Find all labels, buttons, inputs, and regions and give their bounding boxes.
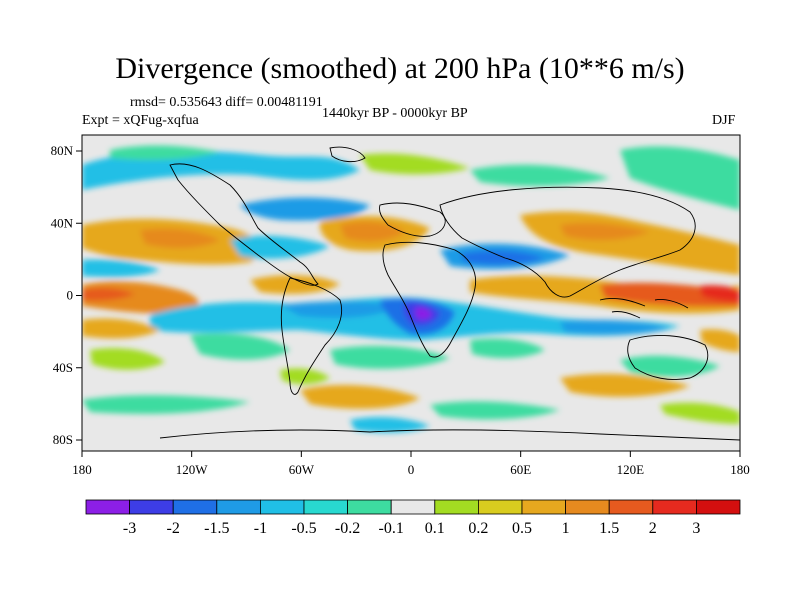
contour-blob xyxy=(360,153,470,175)
season-label: DJF xyxy=(712,113,736,128)
contour-blob xyxy=(82,151,360,190)
lat-tick-label: 40S xyxy=(53,360,73,375)
time-period-label: 1440kyr BP - 0000kyr BP xyxy=(322,106,468,121)
contour-blob xyxy=(470,338,545,359)
antarctica-coast xyxy=(159,429,740,441)
contour-blob xyxy=(240,197,370,221)
colorbar-label: -3 xyxy=(123,520,136,537)
colorbar-label: -1.5 xyxy=(204,520,229,537)
africa-coast xyxy=(382,241,477,358)
colorbar-label: 1.5 xyxy=(599,520,619,537)
contour-blob xyxy=(330,345,450,369)
contour-blob xyxy=(560,222,650,241)
lon-tick-label: 180 xyxy=(730,462,750,477)
colorbar-box xyxy=(696,499,741,515)
lon-tick-label: 120W xyxy=(176,462,209,477)
lon-tick-label: 60W xyxy=(289,462,315,477)
contour-blob xyxy=(560,373,690,397)
australia-coast xyxy=(627,335,709,380)
colorbar-box xyxy=(652,499,697,515)
contour-blob xyxy=(190,333,290,360)
colorbar-box xyxy=(129,499,174,515)
colorbar-labels: -3 -2 -1.5 -1 -0.5 -0.2 -0.1 0.1 0.2 0.5 1 1.5 2 3 xyxy=(123,520,700,537)
colorbar-box xyxy=(477,499,523,515)
colorbar-box xyxy=(390,499,436,515)
colorbar-box xyxy=(172,499,218,515)
europe-coast xyxy=(379,202,446,237)
lon-tick-label: 180 xyxy=(72,462,92,477)
contour-blob xyxy=(82,318,160,339)
colorbar-box xyxy=(347,499,392,515)
colorbar-label: 0.2 xyxy=(468,520,488,537)
lon-tick-label: 0 xyxy=(408,462,415,477)
lat-tick-label: 80N xyxy=(51,143,74,158)
lat-tick-label: 0 xyxy=(67,288,74,303)
lat-tick-label: 40N xyxy=(51,215,74,230)
contour-blob xyxy=(280,368,330,385)
contour-blob xyxy=(700,329,740,352)
contour-blob xyxy=(620,146,740,210)
contour-blob xyxy=(700,285,740,302)
colorbar-box xyxy=(303,499,348,515)
contour-blob xyxy=(350,417,430,433)
colorbar-label: -0.1 xyxy=(379,520,404,537)
greenland-coast xyxy=(329,146,366,163)
colorbar-label: -1 xyxy=(254,520,267,537)
colorbar-label: -0.2 xyxy=(335,520,360,537)
colorbar-box xyxy=(565,499,610,515)
lon-tick-label: 60E xyxy=(510,462,531,477)
maritime-islands-coast xyxy=(599,297,689,319)
colorbar-box xyxy=(259,499,305,515)
colorbar-box xyxy=(521,499,566,515)
contour-blob xyxy=(660,402,740,424)
longitude-axis: 180 120W 60W 0 60E 120E 180 xyxy=(72,451,750,477)
colorbar-label: 1 xyxy=(562,520,570,537)
map-title: Divergence (smoothed) at 200 hPa (10**6 … xyxy=(115,52,685,85)
contour-blob xyxy=(250,275,340,294)
contour-blob xyxy=(470,164,610,187)
colorbar xyxy=(85,499,741,515)
coastlines xyxy=(159,146,740,441)
contour-blob xyxy=(415,307,432,320)
colorbar-box xyxy=(608,499,654,515)
lon-tick-label: 120E xyxy=(617,462,645,477)
contour-blob xyxy=(280,301,400,318)
asia-coast xyxy=(439,186,696,298)
colorbar-label: -2 xyxy=(167,520,180,537)
lat-tick-label: 80S xyxy=(53,432,73,447)
south-america-coast xyxy=(280,277,343,395)
experiment-label: Expt = xQFug-xqfua xyxy=(82,113,199,128)
contour-blob xyxy=(430,401,560,420)
contour-blob xyxy=(90,348,165,370)
colorbar-label: -0.5 xyxy=(291,520,316,537)
colorbar-box xyxy=(216,499,261,515)
contour-blob xyxy=(560,320,670,335)
contour-blob xyxy=(140,228,220,249)
colorbar-box xyxy=(434,499,479,515)
colorbar-label: 0.1 xyxy=(425,520,445,537)
colorbar-box xyxy=(85,499,130,515)
contour-blob xyxy=(82,395,250,414)
contour-blob xyxy=(460,250,545,265)
colorbar-label: 3 xyxy=(692,520,700,537)
contour-blob xyxy=(110,145,220,160)
colorbar-label: 0.5 xyxy=(512,520,532,537)
north-america-coast xyxy=(169,163,319,286)
contour-blob xyxy=(82,259,160,278)
contour-blob xyxy=(82,287,135,301)
colorbar-label: 2 xyxy=(649,520,657,537)
contour-blob xyxy=(340,221,405,242)
contour-blob xyxy=(620,355,720,377)
rmsd-diff-stats: rmsd= 0.535643 diff= 0.00481191 xyxy=(130,95,323,110)
latitude-axis: 80N 40N 0 40S 80S xyxy=(51,143,82,447)
contour-blob xyxy=(300,384,420,409)
